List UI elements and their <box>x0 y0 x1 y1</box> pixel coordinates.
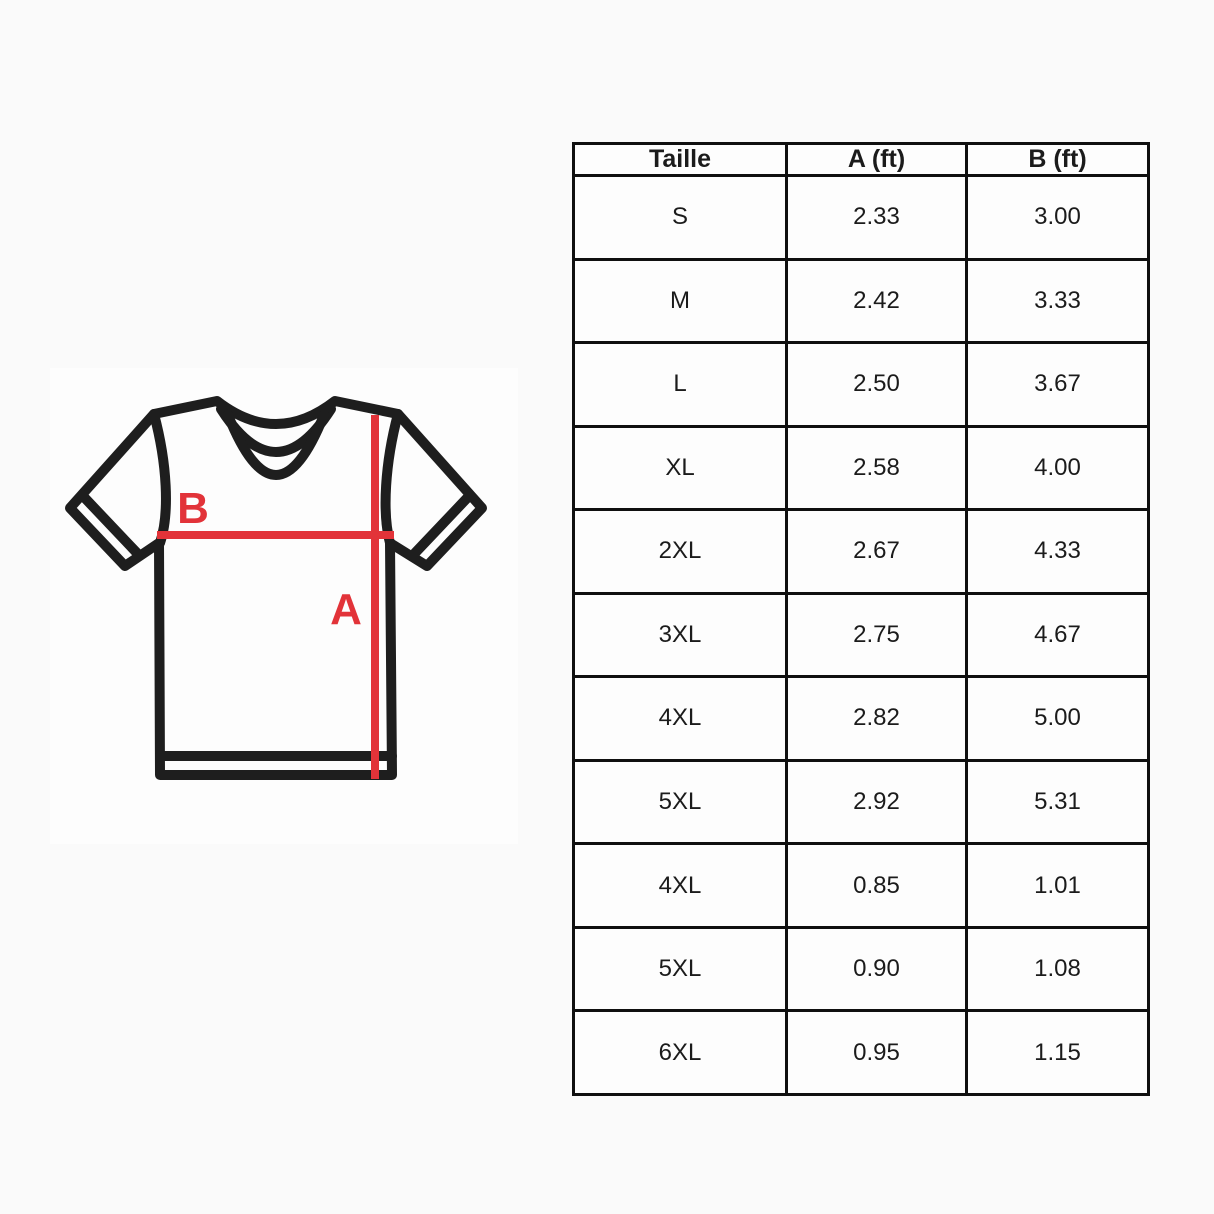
b-value-cell: 1.01 <box>965 842 1150 929</box>
a-value-cell: 2.58 <box>785 424 968 512</box>
a-value-cell: 2.67 <box>785 508 968 595</box>
size-cell: XL <box>572 424 788 512</box>
size-cell: S <box>572 174 788 261</box>
size-table-body: S 2.33 3.00 M 2.42 3.33 L 2.50 3.67 XL 2.58 4.00 2XL… <box>572 174 1150 1096</box>
a-value-cell: 0.90 <box>785 925 968 1013</box>
b-value-cell: 3.33 <box>965 257 1150 345</box>
b-value-cell: 3.00 <box>965 174 1150 261</box>
a-value-cell: 2.92 <box>785 758 968 846</box>
a-value-cell: 2.42 <box>785 257 968 345</box>
tshirt-diagram: B A <box>65 396 487 780</box>
table-row: XL 2.58 4.00 <box>572 424 1150 512</box>
table-row: 6XL 0.95 1.15 <box>572 1009 1150 1096</box>
table-row: 4XL 0.85 1.01 <box>572 842 1150 929</box>
table-row: 5XL 2.92 5.31 <box>572 758 1150 846</box>
table-row: 4XL 2.82 5.00 <box>572 675 1150 762</box>
table-row: 5XL 0.90 1.08 <box>572 925 1150 1013</box>
a-value-cell: 0.85 <box>785 842 968 929</box>
a-value-cell: 2.82 <box>785 675 968 762</box>
b-value-cell: 3.67 <box>965 341 1150 428</box>
a-value-cell: 2.33 <box>785 174 968 261</box>
left-cuff-line <box>77 490 142 558</box>
size-cell: 2XL <box>572 508 788 595</box>
b-value-cell: 1.15 <box>965 1009 1150 1096</box>
collar-band-inner <box>223 410 329 480</box>
size-table-header: Taille A (ft) B (ft) <box>572 142 1150 177</box>
table-row: M 2.42 3.33 <box>572 257 1150 345</box>
a-value-cell: 0.95 <box>785 1009 968 1096</box>
b-value-cell: 4.00 <box>965 424 1150 512</box>
size-cell: 4XL <box>572 842 788 929</box>
column-header-b: B (ft) <box>965 142 1150 177</box>
size-cell: 3XL <box>572 591 788 679</box>
b-value-cell: 5.00 <box>965 675 1150 762</box>
measure-label-a: A <box>330 585 362 634</box>
measure-label-b: B <box>177 484 209 533</box>
b-value-cell: 1.08 <box>965 925 1150 1013</box>
size-cell: 5XL <box>572 925 788 1013</box>
size-cell: M <box>572 257 788 345</box>
size-table: Taille A (ft) B (ft) S 2.33 3.00 M 2.42 3.33 L… <box>572 142 1150 1096</box>
size-cell: 4XL <box>572 675 788 762</box>
b-value-cell: 4.67 <box>965 591 1150 679</box>
a-value-cell: 2.75 <box>785 591 968 679</box>
right-cuff-line <box>410 490 475 558</box>
table-row: 2XL 2.67 4.33 <box>572 508 1150 595</box>
table-row: S 2.33 3.00 <box>572 174 1150 261</box>
column-header-a: A (ft) <box>785 142 968 177</box>
header-row: Taille A (ft) B (ft) <box>572 142 1150 177</box>
size-cell: 5XL <box>572 758 788 846</box>
tshirt-outline <box>65 396 487 780</box>
size-cell: L <box>572 341 788 428</box>
table-row: 3XL 2.75 4.67 <box>572 591 1150 679</box>
b-value-cell: 5.31 <box>965 758 1150 846</box>
size-cell: 6XL <box>572 1009 788 1096</box>
a-value-cell: 2.50 <box>785 341 968 428</box>
table-row: L 2.50 3.67 <box>572 341 1150 428</box>
column-header-taille: Taille <box>572 142 788 177</box>
tshirt-panel: B A <box>50 368 518 844</box>
b-value-cell: 4.33 <box>965 508 1150 595</box>
